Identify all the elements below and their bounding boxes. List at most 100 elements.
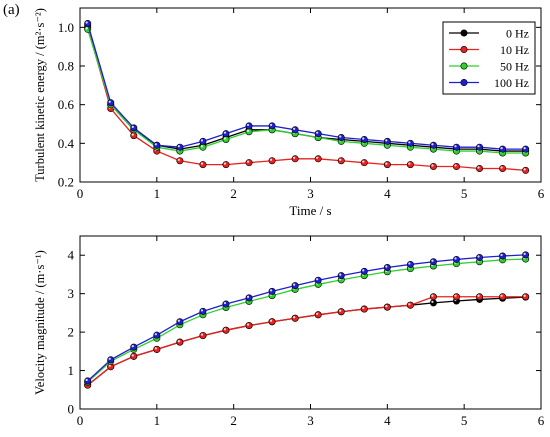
data-point-highlight bbox=[523, 147, 526, 150]
data-point-highlight bbox=[223, 328, 227, 331]
data-point bbox=[176, 143, 184, 151]
data-point-highlight bbox=[85, 27, 88, 30]
data-point bbox=[406, 301, 414, 309]
data-point-highlight bbox=[246, 129, 250, 132]
data-point-highlight bbox=[154, 143, 157, 146]
data-point-highlight bbox=[246, 323, 250, 326]
data-point-highlight bbox=[477, 166, 480, 169]
data-point bbox=[245, 322, 253, 330]
data-point bbox=[522, 251, 530, 259]
data-point bbox=[522, 166, 530, 174]
data-point-highlight bbox=[339, 135, 342, 138]
data-point bbox=[337, 272, 345, 280]
x-tick-label: 4 bbox=[384, 186, 391, 201]
data-point bbox=[429, 141, 437, 149]
data-point bbox=[153, 331, 161, 339]
x-tick-label: 3 bbox=[307, 413, 314, 428]
data-point-highlight bbox=[385, 139, 388, 142]
data-point bbox=[291, 314, 299, 322]
data-point-highlight bbox=[385, 265, 388, 268]
data-point bbox=[222, 326, 230, 334]
data-point bbox=[268, 287, 276, 295]
series-line bbox=[87, 254, 526, 382]
data-point bbox=[452, 163, 460, 171]
data-point-highlight bbox=[523, 168, 526, 171]
data-point bbox=[499, 145, 507, 153]
data-point-highlight bbox=[108, 100, 111, 103]
data-point-highlight bbox=[177, 319, 180, 322]
legend: 0 Hz 10 Hz 50 Hz 100 Hz bbox=[442, 21, 536, 95]
data-point-highlight bbox=[431, 300, 434, 303]
data-point bbox=[360, 267, 368, 275]
x-tick-label: 4 bbox=[384, 413, 391, 428]
data-point-highlight bbox=[362, 160, 365, 163]
x-tick-label: 0 bbox=[77, 186, 84, 201]
data-point bbox=[199, 161, 207, 169]
data-point bbox=[522, 293, 530, 301]
data-point bbox=[337, 308, 345, 316]
data-point-highlight bbox=[408, 141, 411, 144]
data-point-highlight bbox=[454, 145, 457, 148]
series-line bbox=[87, 296, 526, 386]
data-point bbox=[291, 126, 299, 134]
data-point-highlight bbox=[339, 273, 342, 276]
panel-label: (a) bbox=[3, 2, 20, 18]
data-point bbox=[499, 252, 507, 260]
data-point bbox=[84, 19, 92, 27]
data-point-highlight bbox=[454, 294, 457, 297]
legend-marker bbox=[460, 45, 468, 53]
data-point bbox=[314, 311, 322, 319]
data-point-highlight bbox=[200, 145, 204, 148]
series-100-hz bbox=[84, 19, 530, 153]
data-point-highlight bbox=[316, 312, 319, 315]
data-point-highlight bbox=[269, 289, 273, 292]
data-point bbox=[176, 338, 184, 346]
chart-panel-2: 0 1 2 3 4 5 6 0 1 2 3 4 Velocity magnitude / (m·s⁻¹) bbox=[33, 235, 545, 428]
data-point bbox=[199, 307, 207, 315]
data-point-highlight bbox=[177, 145, 180, 148]
data-point bbox=[383, 161, 391, 169]
data-point bbox=[130, 124, 138, 132]
data-point-highlight bbox=[454, 164, 457, 167]
data-point bbox=[130, 343, 138, 351]
data-point bbox=[130, 352, 138, 360]
data-point bbox=[199, 143, 207, 151]
data-point bbox=[383, 303, 391, 311]
data-point bbox=[429, 163, 437, 171]
data-point bbox=[476, 143, 484, 151]
data-point-highlight bbox=[177, 340, 180, 343]
x-tick-label: 2 bbox=[230, 413, 237, 428]
data-point bbox=[337, 134, 345, 142]
data-point bbox=[429, 258, 437, 266]
data-point-highlight bbox=[200, 162, 204, 165]
data-point bbox=[222, 300, 230, 308]
data-point bbox=[268, 157, 276, 165]
y-tick-label: 0 bbox=[68, 402, 75, 417]
data-point-highlight bbox=[246, 295, 250, 298]
x-tick-label: 5 bbox=[461, 186, 468, 201]
data-point-highlight bbox=[362, 306, 365, 310]
data-point-highlight bbox=[316, 156, 319, 159]
legend-marker bbox=[460, 29, 468, 37]
data-point-highlight bbox=[154, 333, 157, 336]
data-point bbox=[522, 145, 530, 153]
data-point bbox=[406, 139, 414, 147]
data-point-highlight bbox=[477, 255, 480, 258]
data-point-highlight bbox=[85, 378, 88, 382]
y-tick-label: 1 bbox=[68, 363, 75, 378]
data-point-highlight bbox=[362, 269, 365, 272]
data-point-highlight bbox=[131, 133, 134, 136]
data-point-highlight bbox=[339, 309, 342, 312]
data-point bbox=[130, 132, 138, 140]
legend-label: 10 Hz bbox=[500, 43, 529, 57]
x-tick-label: 3 bbox=[307, 186, 314, 201]
data-point bbox=[222, 135, 230, 143]
data-point-highlight bbox=[293, 127, 296, 130]
data-point-highlight bbox=[362, 137, 365, 140]
data-point-highlight bbox=[500, 294, 503, 297]
data-point-highlight bbox=[523, 294, 526, 297]
y-tick-label: 0.2 bbox=[58, 175, 74, 190]
data-point bbox=[176, 318, 184, 326]
legend-label: 100 Hz bbox=[494, 76, 529, 90]
